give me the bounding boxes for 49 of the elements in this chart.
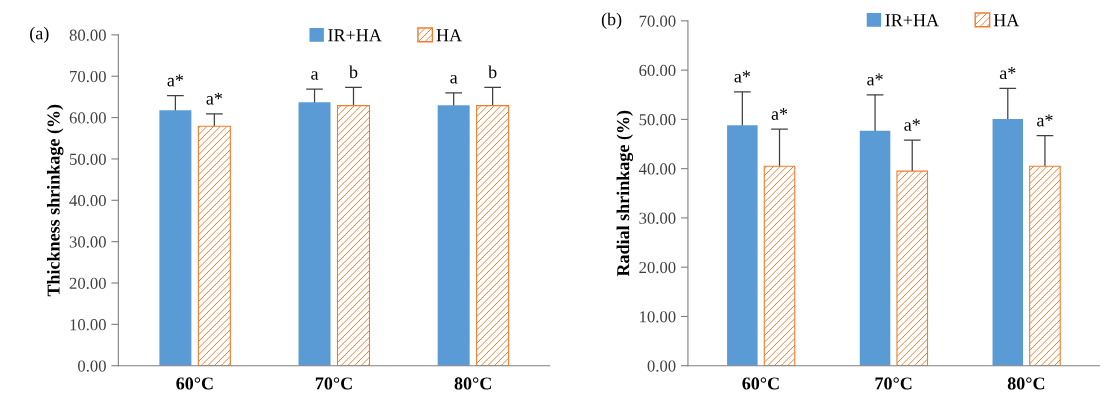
data-label: a* [734, 70, 750, 83]
x-tick-label: 80°C [1007, 377, 1045, 390]
y-tick-label: 10.00 [640, 311, 676, 323]
legend-label: HA [436, 29, 462, 42]
bar [763, 165, 796, 366]
data-label: a* [167, 74, 184, 87]
y-tick-label: 50.00 [70, 153, 106, 165]
text: (a) [30, 26, 49, 44]
y-axis-title: Thickness shrinkage (%) [46, 104, 64, 297]
y-tick-label: 80.00 [69, 29, 106, 41]
data-label: a* [904, 118, 920, 131]
legend-label: IR+HA [328, 29, 382, 42]
bar [1029, 165, 1061, 366]
bar [859, 130, 891, 366]
x-tick-label: 60°C [742, 377, 779, 390]
bar [896, 170, 929, 366]
y-tick-label: 50.00 [639, 114, 676, 126]
y-tick-label: 20.00 [639, 261, 676, 274]
data-label: a* [999, 67, 1016, 80]
y-tick-label: 60.00 [69, 112, 106, 124]
y-axis-title: Radial shrinkage (%) [616, 110, 634, 277]
legend-label: HA [993, 14, 1020, 27]
text: (b) [601, 12, 622, 30]
y-tick-label: 0.00 [78, 360, 106, 372]
y-tick-label: 40.00 [638, 163, 676, 175]
y-tick-label: 70.00 [70, 70, 106, 83]
y-tick-label: 0.00 [647, 360, 676, 372]
x-tick-label: 60°C [176, 377, 213, 390]
x-tick-label: 80°C [454, 377, 491, 390]
data-label: a* [206, 92, 223, 105]
y-tick-label: 60.00 [639, 64, 676, 77]
y-tick-label: 30.00 [69, 236, 106, 248]
bar [992, 118, 1024, 366]
legend-label: IR+HA [885, 14, 939, 27]
data-label: a* [1037, 114, 1053, 127]
y-tick-label: 30.00 [639, 212, 676, 224]
x-tick-label: 70°C [315, 377, 352, 390]
y-tick-label: 40.00 [69, 195, 106, 207]
x-tick-label: 70°C [875, 377, 912, 390]
data-label: b [348, 65, 358, 79]
data-label: a* [771, 108, 788, 121]
data-label: b [488, 65, 497, 79]
bar [727, 125, 758, 366]
data-label: a* [867, 73, 883, 86]
y-tick-label: 70.00 [639, 15, 676, 27]
y-tick-label: 20.00 [69, 277, 106, 290]
data-label: a [311, 71, 319, 80]
y-tick-label: 10.00 [70, 319, 106, 331]
data-label: a [450, 74, 458, 84]
